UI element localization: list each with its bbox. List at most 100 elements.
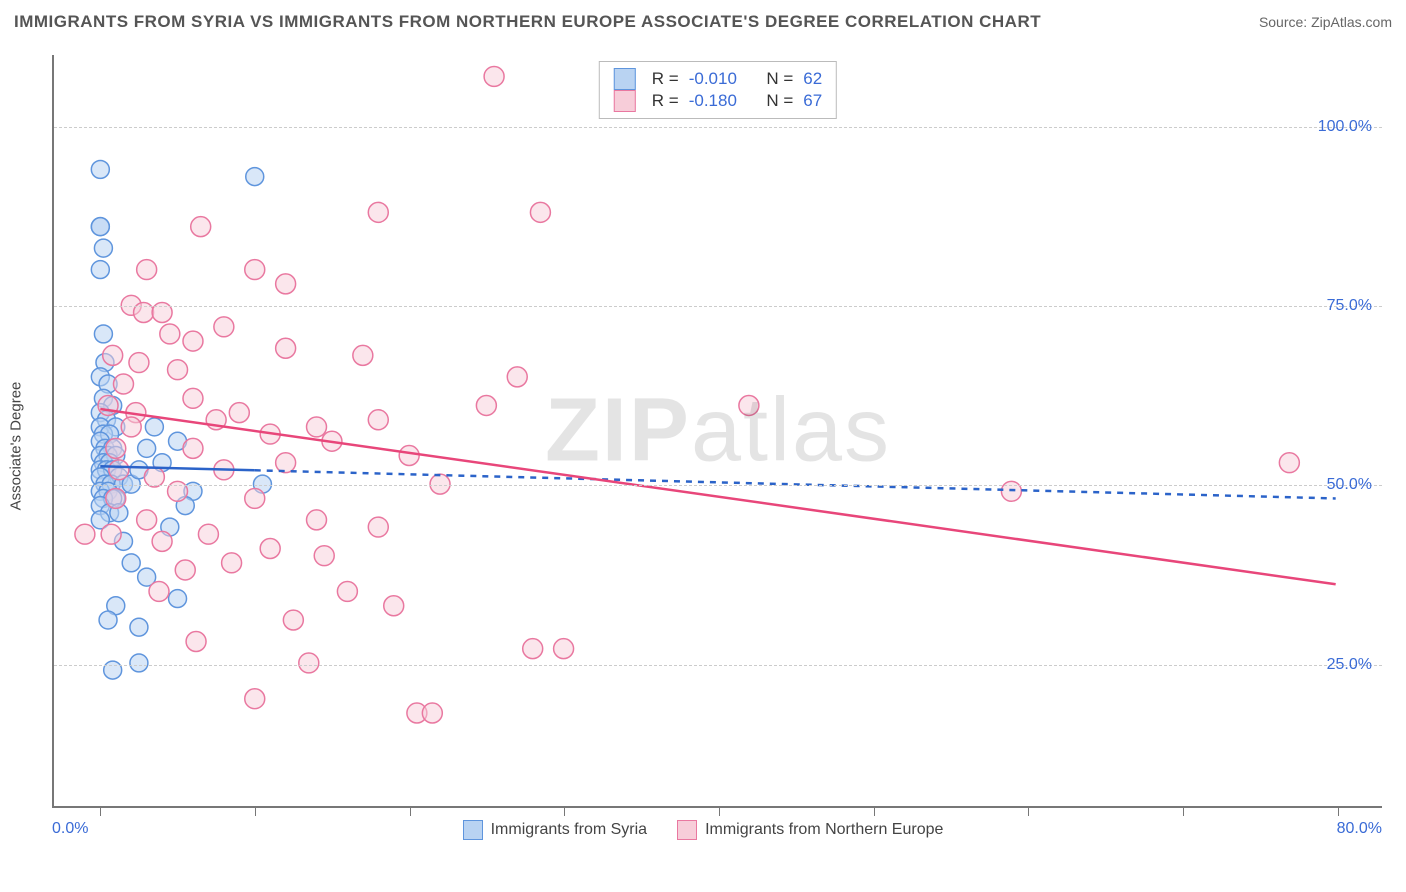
- scatter-point-syria: [91, 160, 109, 178]
- scatter-point-northern_europe: [422, 703, 442, 723]
- scatter-point-northern_europe: [129, 353, 149, 373]
- scatter-point-northern_europe: [168, 360, 188, 380]
- scatter-point-syria: [91, 218, 109, 236]
- plot-area: 25.0%50.0%75.0%100.0% ZIPatlas R =-0.010…: [52, 55, 1382, 808]
- y-tick-label: 75.0%: [1327, 297, 1372, 315]
- scatter-point-syria: [91, 261, 109, 279]
- stats-row: R =-0.180 N =67: [614, 90, 822, 112]
- legend-item: Immigrants from Northern Europe: [677, 820, 943, 840]
- scatter-point-northern_europe: [368, 202, 388, 222]
- scatter-point-northern_europe: [245, 260, 265, 280]
- scatter-point-syria: [99, 611, 117, 629]
- scatter-point-syria: [94, 239, 112, 257]
- scatter-point-northern_europe: [368, 517, 388, 537]
- stats-row: R =-0.010 N =62: [614, 68, 822, 90]
- stats-swatch: [614, 90, 636, 112]
- y-tick-label: 25.0%: [1327, 656, 1372, 674]
- scatter-point-northern_europe: [276, 338, 296, 358]
- scatter-point-northern_europe: [214, 317, 234, 337]
- scatter-point-northern_europe: [554, 639, 574, 659]
- x-tick: [255, 806, 256, 816]
- scatter-point-northern_europe: [144, 467, 164, 487]
- scatter-point-northern_europe: [114, 374, 134, 394]
- scatter-point-northern_europe: [121, 417, 141, 437]
- scatter-point-northern_europe: [106, 488, 126, 508]
- y-tick-label: 100.0%: [1318, 118, 1372, 136]
- scatter-point-northern_europe: [530, 202, 550, 222]
- scatter-point-northern_europe: [183, 388, 203, 408]
- legend-item: Immigrants from Syria: [463, 820, 647, 840]
- scatter-point-northern_europe: [229, 403, 249, 423]
- gridline: [54, 127, 1382, 128]
- scatter-point-northern_europe: [183, 331, 203, 351]
- scatter-point-northern_europe: [1279, 453, 1299, 473]
- scatter-point-northern_europe: [260, 539, 280, 559]
- trend-line-northern_europe: [100, 409, 1335, 584]
- scatter-point-northern_europe: [307, 510, 327, 530]
- x-tick: [410, 806, 411, 816]
- scatter-point-northern_europe: [276, 453, 296, 473]
- gridline: [54, 306, 1382, 307]
- x-tick: [100, 806, 101, 816]
- scatter-point-northern_europe: [314, 546, 334, 566]
- scatter-point-northern_europe: [98, 395, 118, 415]
- stats-swatch: [614, 68, 636, 90]
- gridline: [54, 665, 1382, 666]
- gridline: [54, 485, 1382, 486]
- scatter-point-northern_europe: [283, 610, 303, 630]
- scatter-point-northern_europe: [245, 488, 265, 508]
- legend-swatch: [463, 820, 483, 840]
- scatter-point-northern_europe: [137, 510, 157, 530]
- scatter-point-northern_europe: [103, 345, 123, 365]
- scatter-point-northern_europe: [198, 524, 218, 544]
- scatter-point-syria: [138, 439, 156, 457]
- scatter-point-northern_europe: [75, 524, 95, 544]
- scatter-point-syria: [130, 618, 148, 636]
- x-tick: [1338, 806, 1339, 816]
- legend-label: Immigrants from Syria: [491, 821, 647, 839]
- legend-swatch: [677, 820, 697, 840]
- scatter-point-northern_europe: [523, 639, 543, 659]
- scatter-point-northern_europe: [476, 395, 496, 415]
- chart-title: IMMIGRANTS FROM SYRIA VS IMMIGRANTS FROM…: [14, 12, 1041, 32]
- svg-layer: [54, 55, 1382, 806]
- x-tick: [1183, 806, 1184, 816]
- scatter-point-northern_europe: [106, 438, 126, 458]
- scatter-point-northern_europe: [222, 553, 242, 573]
- scatter-point-northern_europe: [337, 581, 357, 601]
- scatter-point-northern_europe: [307, 417, 327, 437]
- scatter-point-northern_europe: [430, 474, 450, 494]
- scatter-point-northern_europe: [109, 460, 129, 480]
- scatter-point-northern_europe: [368, 410, 388, 430]
- y-tick-label: 50.0%: [1327, 476, 1372, 494]
- scatter-point-northern_europe: [484, 66, 504, 86]
- bottom-legend: Immigrants from Syria Immigrants from Nor…: [0, 820, 1406, 840]
- legend-label: Immigrants from Northern Europe: [705, 821, 943, 839]
- scatter-point-northern_europe: [507, 367, 527, 387]
- scatter-point-northern_europe: [186, 632, 206, 652]
- x-tick: [564, 806, 565, 816]
- scatter-point-northern_europe: [152, 531, 172, 551]
- scatter-point-syria: [246, 168, 264, 186]
- scatter-point-northern_europe: [353, 345, 373, 365]
- x-tick: [874, 806, 875, 816]
- scatter-point-northern_europe: [191, 217, 211, 237]
- scatter-point-northern_europe: [384, 596, 404, 616]
- scatter-point-northern_europe: [245, 689, 265, 709]
- scatter-point-northern_europe: [149, 581, 169, 601]
- source-label: Source: ZipAtlas.com: [1259, 14, 1392, 30]
- scatter-point-northern_europe: [175, 560, 195, 580]
- scatter-point-northern_europe: [399, 446, 419, 466]
- scatter-point-syria: [145, 418, 163, 436]
- scatter-point-northern_europe: [276, 274, 296, 294]
- scatter-point-syria: [130, 654, 148, 672]
- scatter-point-northern_europe: [101, 524, 121, 544]
- y-axis-title: Associate's Degree: [8, 382, 25, 511]
- stats-box: R =-0.010 N =62R =-0.180 N =67: [599, 61, 837, 119]
- x-tick: [1028, 806, 1029, 816]
- scatter-point-syria: [122, 554, 140, 572]
- scatter-point-syria: [169, 590, 187, 608]
- scatter-point-northern_europe: [137, 260, 157, 280]
- x-tick: [719, 806, 720, 816]
- scatter-point-syria: [94, 325, 112, 343]
